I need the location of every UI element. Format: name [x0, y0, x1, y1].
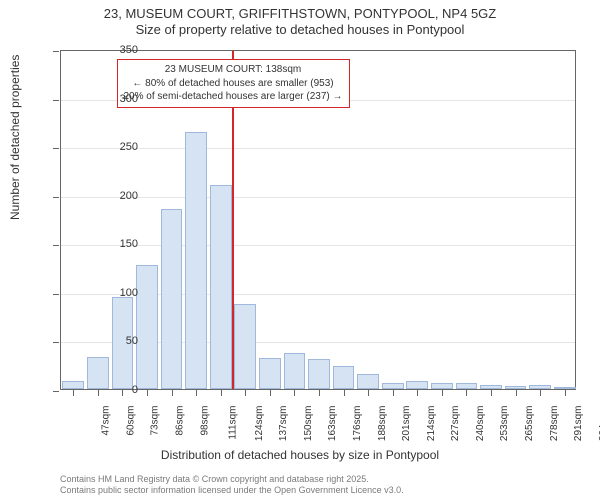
x-tick	[270, 390, 271, 396]
chart-title-block: 23, MUSEUM COURT, GRIFFITHSTOWN, PONTYPO…	[0, 0, 600, 39]
annotation-box: 23 MUSEUM COURT: 138sqm← 80% of detached…	[117, 59, 350, 108]
y-tick-label: 200	[68, 190, 138, 202]
x-tick	[540, 390, 541, 396]
y-tick-label: 0	[68, 384, 138, 396]
x-tick	[442, 390, 443, 396]
histogram-bar	[333, 366, 355, 389]
histogram-bar	[382, 383, 404, 389]
x-tick-label: 227sqm	[450, 406, 461, 442]
x-tick	[319, 390, 320, 396]
x-tick	[417, 390, 418, 396]
y-tick-label: 250	[68, 141, 138, 153]
y-tick-label: 50	[68, 335, 138, 347]
histogram-bar	[480, 385, 502, 389]
footer-attribution: Contains HM Land Registry data © Crown c…	[60, 474, 404, 497]
x-tick-label: 124sqm	[254, 406, 265, 442]
x-tick-label: 111sqm	[228, 406, 239, 440]
x-tick-label: 176sqm	[352, 406, 363, 442]
x-tick-label: 137sqm	[278, 406, 289, 442]
chart-container: 23, MUSEUM COURT, GRIFFITHSTOWN, PONTYPO…	[0, 0, 600, 500]
annotation-line: 20% of semi-detached houses are larger (…	[124, 90, 343, 104]
x-tick-label: 265sqm	[524, 406, 535, 442]
annotation-line: ← 80% of detached houses are smaller (95…	[124, 77, 343, 91]
y-tick	[53, 342, 59, 343]
gridline	[61, 197, 575, 198]
x-tick-label: 47sqm	[101, 406, 112, 436]
y-tick	[53, 294, 59, 295]
histogram-bar	[234, 304, 256, 389]
x-tick-label: 214sqm	[426, 406, 437, 442]
x-tick	[294, 390, 295, 396]
x-tick	[172, 390, 173, 396]
y-tick	[53, 245, 59, 246]
x-tick	[221, 390, 222, 396]
y-axis-label: Number of detached properties	[8, 55, 22, 220]
y-tick-label: 300	[68, 93, 138, 105]
x-tick	[516, 390, 517, 396]
x-tick-label: 253sqm	[500, 406, 511, 442]
x-tick	[245, 390, 246, 396]
x-tick	[196, 390, 197, 396]
x-tick-label: 150sqm	[303, 406, 314, 442]
histogram-bar	[456, 383, 478, 389]
histogram-bar	[505, 386, 527, 389]
title-line-2: Size of property relative to detached ho…	[0, 22, 600, 38]
histogram-bar	[431, 383, 453, 389]
y-tick	[53, 391, 59, 392]
histogram-bar	[529, 385, 551, 389]
x-tick	[344, 390, 345, 396]
x-tick	[147, 390, 148, 396]
x-tick-label: 201sqm	[401, 406, 412, 442]
gridline	[61, 148, 575, 149]
title-line-1: 23, MUSEUM COURT, GRIFFITHSTOWN, PONTYPO…	[0, 6, 600, 22]
histogram-bar	[136, 265, 158, 389]
histogram-bar	[210, 185, 232, 389]
y-tick-label: 100	[68, 287, 138, 299]
histogram-bar	[185, 132, 207, 389]
footer-line-1: Contains HM Land Registry data © Crown c…	[60, 474, 404, 485]
x-tick-label: 188sqm	[377, 406, 388, 442]
x-axis-label: Distribution of detached houses by size …	[0, 448, 600, 462]
x-tick-label: 291sqm	[573, 406, 584, 442]
x-tick-label: 163sqm	[328, 406, 339, 442]
y-tick-label: 350	[68, 44, 138, 56]
x-tick	[565, 390, 566, 396]
histogram-bar	[554, 387, 576, 389]
x-tick	[393, 390, 394, 396]
histogram-bar	[406, 381, 428, 389]
x-tick-label: 86sqm	[175, 406, 186, 436]
y-tick	[53, 197, 59, 198]
x-tick-label: 73sqm	[150, 406, 161, 436]
gridline	[61, 245, 575, 246]
x-tick-label: 60sqm	[125, 406, 136, 436]
histogram-bar	[259, 358, 281, 389]
histogram-bar	[357, 374, 379, 389]
x-tick-label: 240sqm	[475, 406, 486, 442]
y-tick	[53, 148, 59, 149]
footer-line-2: Contains public sector information licen…	[60, 485, 404, 496]
y-tick-label: 150	[68, 238, 138, 250]
y-tick	[53, 51, 59, 52]
x-tick-label: 278sqm	[549, 406, 560, 442]
x-tick	[466, 390, 467, 396]
histogram-bar	[308, 359, 330, 389]
histogram-bar	[284, 353, 306, 389]
x-tick	[491, 390, 492, 396]
x-tick	[368, 390, 369, 396]
annotation-line: 23 MUSEUM COURT: 138sqm	[124, 63, 343, 77]
y-tick	[53, 100, 59, 101]
x-tick-label: 98sqm	[199, 406, 210, 436]
histogram-bar	[161, 209, 183, 389]
